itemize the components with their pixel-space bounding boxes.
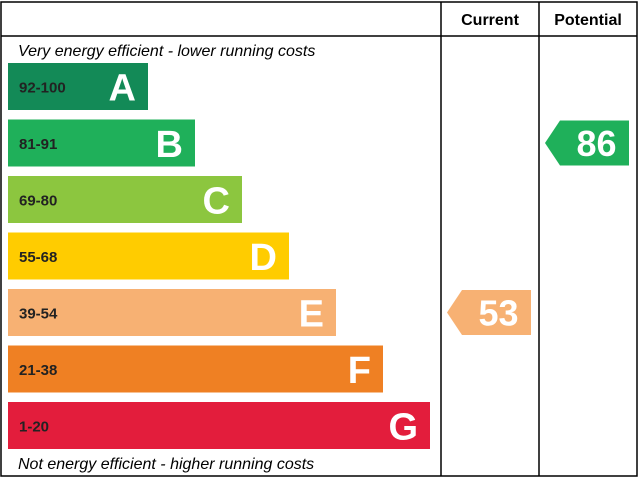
band-range: 69-80 xyxy=(19,193,57,210)
band-f: 21-38 F xyxy=(8,345,383,393)
band-d: 55-68 D xyxy=(8,232,289,280)
top-caption: Very energy efficient - lower running co… xyxy=(18,43,315,60)
band-a: 92-100 A xyxy=(8,63,148,110)
band-bar xyxy=(8,289,336,336)
band-range: 55-68 xyxy=(19,249,57,266)
band-letter: D xyxy=(250,237,277,279)
band-letter: B xyxy=(156,124,183,166)
current-rating-value: 53 xyxy=(478,293,518,334)
band-range: 39-54 xyxy=(19,306,58,323)
band-bar xyxy=(8,176,242,223)
band-bar xyxy=(8,402,430,449)
potential-rating-shape xyxy=(545,120,629,166)
band-e: 39-54 E xyxy=(8,289,336,336)
potential-rating-value: 86 xyxy=(576,123,616,164)
bottom-caption: Not energy efficient - higher running co… xyxy=(18,456,314,473)
band-bar xyxy=(8,63,148,110)
band-range: 92-100 xyxy=(19,80,66,97)
rating-bands: 92-100 A 81-91 B 69-80 C 55-68 D 39-54 E 21-38 F 1-2… xyxy=(8,63,430,449)
band-range: 1-20 xyxy=(19,419,49,436)
band-range: 81-91 xyxy=(19,136,57,153)
band-c: 69-80 C xyxy=(8,176,242,223)
band-letter: E xyxy=(299,294,324,336)
potential-column-header: Potential xyxy=(554,12,622,29)
band-letter: F xyxy=(348,350,371,392)
band-range: 21-38 xyxy=(19,362,57,379)
current-rating-shape xyxy=(447,290,531,335)
band-g: 1-20 G xyxy=(8,402,430,449)
band-letter: C xyxy=(203,181,230,223)
band-bar xyxy=(8,345,383,393)
band-b: 81-91 B xyxy=(8,119,195,167)
current-rating-arrow: 53 xyxy=(447,290,531,335)
potential-rating-arrow: 86 xyxy=(545,120,629,166)
band-letter: A xyxy=(109,68,136,110)
rating-arrows: 53 86 xyxy=(447,120,629,335)
current-column-header: Current xyxy=(461,12,519,29)
band-letter: G xyxy=(388,407,418,449)
band-bar xyxy=(8,232,289,280)
band-bar xyxy=(8,119,195,167)
